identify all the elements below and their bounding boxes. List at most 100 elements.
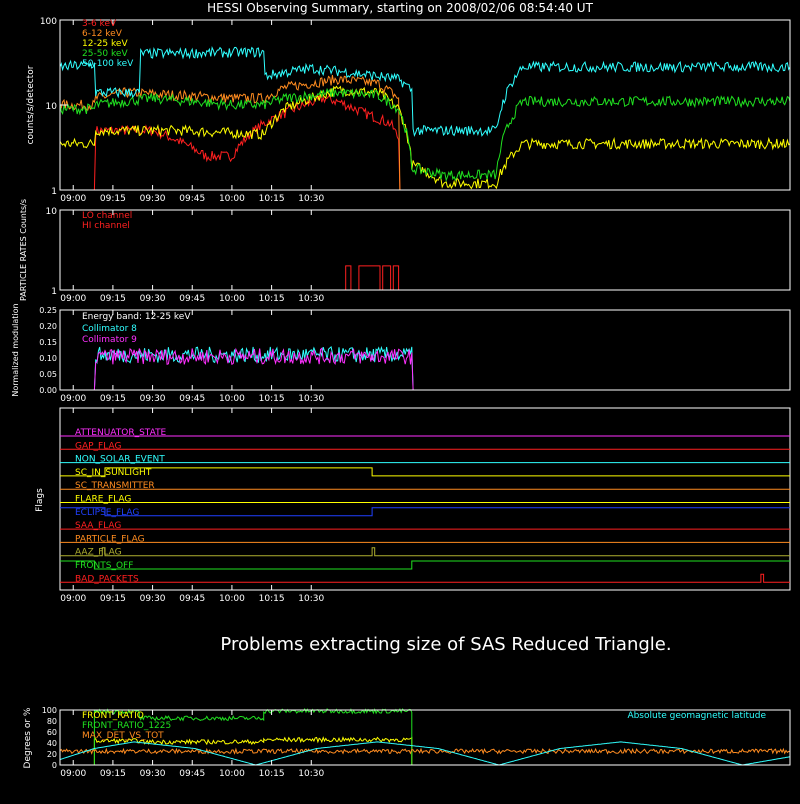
flag-line (60, 547, 790, 557)
flag-label: SAA_FLAG (75, 521, 121, 531)
ratios-ylabel: Degrees or % (23, 707, 33, 768)
count-legend-entry: 12-25 keV (82, 39, 128, 49)
flag-label: FLARE_FLAG (75, 495, 131, 505)
count-series-line (59, 85, 791, 190)
ratio-series-line (59, 747, 791, 755)
particle-rates-xtick-label: 09:15 (100, 294, 126, 304)
count-rates-xtick-label: 09:45 (179, 194, 205, 204)
modulation-legend-entry: Collimator 9 (82, 335, 137, 345)
ratio-ytick-label: 20 (47, 750, 57, 759)
modulation-frame (59, 309, 791, 391)
count-series-line (60, 93, 401, 191)
flag-label: SC_TRANSMITTER (75, 481, 155, 491)
flags-frame (59, 407, 791, 591)
count-legend-entry: 25-50 keV (82, 49, 128, 59)
ratios-xtick-label: 09:45 (179, 769, 205, 779)
particle-rates-xtick-label: 10:30 (298, 294, 324, 304)
count-series-line (59, 45, 791, 137)
modulation-xtick-label: 10:15 (259, 394, 285, 404)
flag-label: GAP_FLAG (75, 441, 121, 451)
particle-rates-xtick-label: 09:30 (140, 294, 166, 304)
flags-xtick-label: 09:00 (60, 594, 86, 604)
ratio-legend-entry: FRONT_RATIO_1225 (82, 721, 171, 731)
ratios-xtick-label: 09:15 (100, 769, 126, 779)
modulation-ytick-label: 0.00 (39, 386, 57, 395)
count-series-line (59, 87, 791, 183)
count-rates-frame (59, 19, 791, 191)
modulation-xtick-label: 10:30 (298, 394, 324, 404)
modulation-xtick-label: 09:30 (140, 394, 166, 404)
particle-rates-xtick-label: 10:00 (219, 294, 245, 304)
ratio-ytick-label: 0 (52, 761, 57, 770)
flag-line (60, 560, 790, 570)
flags-xtick-label: 10:15 (259, 594, 285, 604)
modulation-ylabel: Normalized modulation (11, 303, 20, 396)
modulation-ytick-label: 0.20 (39, 322, 57, 331)
flags-xtick-label: 10:00 (219, 594, 245, 604)
ratios-frame (59, 709, 791, 766)
ratio-ytick-label: 60 (47, 728, 57, 737)
modulation-annotation: Energy band: 12-25 keV (82, 312, 191, 322)
count-ytick-label: 100 (40, 17, 57, 27)
flag-line (60, 467, 790, 477)
flag-label: BAD_PACKETS (75, 574, 139, 584)
modulation-series-line (60, 345, 790, 391)
ratios-xtick-label: 10:30 (298, 769, 324, 779)
modulation-ytick-label: 0.25 (39, 306, 57, 315)
count-rates-xtick-label: 09:30 (140, 194, 166, 204)
modulation-ytick-label: 0.05 (39, 370, 57, 379)
ratios-xtick-label: 10:00 (219, 769, 245, 779)
flag-label: FRONTS_OFF (75, 561, 133, 571)
flags-xtick-label: 09:45 (179, 594, 205, 604)
count-rates-panel: 09:00 09:15 09:30 09:45 10:00 10:15 10:30 1 10 10… (26, 17, 791, 204)
ratio-ytick-label: 80 (47, 717, 57, 726)
particle-ytick-label: 10 (46, 207, 58, 217)
count-series-line (59, 75, 401, 191)
flag-label: SC_IN_SUNLIGHT (75, 468, 152, 478)
ratio-series-line (59, 741, 791, 766)
count-rates-xtick-label: 09:15 (100, 194, 126, 204)
modulation-xtick-label: 09:45 (179, 394, 205, 404)
flags-xtick-label: 09:15 (100, 594, 126, 604)
count-legend-entry: 6-12 keV (82, 29, 123, 39)
status-message: Problems extracting size of SAS Reduced … (220, 634, 671, 655)
count-rates-xtick-label: 10:30 (298, 194, 324, 204)
flag-label: NON_SOLAR_EVENT (75, 455, 165, 465)
particle-ylabel: PARTICLE RATES Counts/s (19, 199, 28, 301)
flags-ylabel: Flags (35, 488, 45, 512)
flag-line (60, 573, 790, 583)
particle-rates-xtick-label: 09:00 (60, 294, 86, 304)
ratio-legend-entry: MAX_DET_VS_TOT (82, 731, 164, 741)
flag-line (60, 507, 790, 517)
count-legend-entry: 3-6 keV (82, 19, 117, 29)
modulation-xtick-label: 10:00 (219, 394, 245, 404)
count-ytick-label: 10 (46, 102, 58, 112)
flag-label: AAZ_FLAG (75, 548, 122, 558)
particle-legend-entry: HI channel (82, 221, 130, 231)
count-rates-xtick-label: 10:15 (259, 194, 285, 204)
ratios-xtick-label: 09:00 (60, 769, 86, 779)
modulation-ytick-label: 0.10 (39, 354, 57, 363)
count-ytick-label: 1 (51, 187, 57, 197)
flags-xtick-label: 09:30 (140, 594, 166, 604)
modulation-ytick-label: 0.15 (39, 338, 57, 347)
plot-title: HESSI Observing Summary, starting on 200… (207, 1, 593, 15)
modulation-legend-entry: Collimator 8 (82, 324, 137, 334)
particle-ytick-label: 1 (51, 287, 57, 297)
modulation-xtick-label: 09:00 (60, 394, 86, 404)
particle-series-line (60, 265, 790, 291)
count-rates-xtick-label: 09:00 (60, 194, 86, 204)
count-ylabel: counts/s/detector (26, 65, 36, 144)
ratio-ytick-label: 100 (42, 706, 57, 715)
flags-panel: 09:00 09:15 09:30 09:45 10:00 10:15 10:30 ATTEN… (35, 407, 791, 604)
ratios-panel: 09:00 09:15 09:30 09:45 10:00 10:15 10:30 0 20 40… (23, 706, 791, 779)
count-rates-xtick-label: 10:00 (219, 194, 245, 204)
flags-xtick-label: 10:30 (298, 594, 324, 604)
ratio-legend-entry: FRONT_RATIO (82, 711, 144, 721)
ratio-annotation: Absolute geomagnetic latitude (627, 711, 766, 721)
flag-label: ATTENUATOR_STATE (75, 428, 167, 438)
ratios-xtick-label: 09:30 (140, 769, 166, 779)
particle-rates-xtick-label: 10:15 (259, 294, 285, 304)
